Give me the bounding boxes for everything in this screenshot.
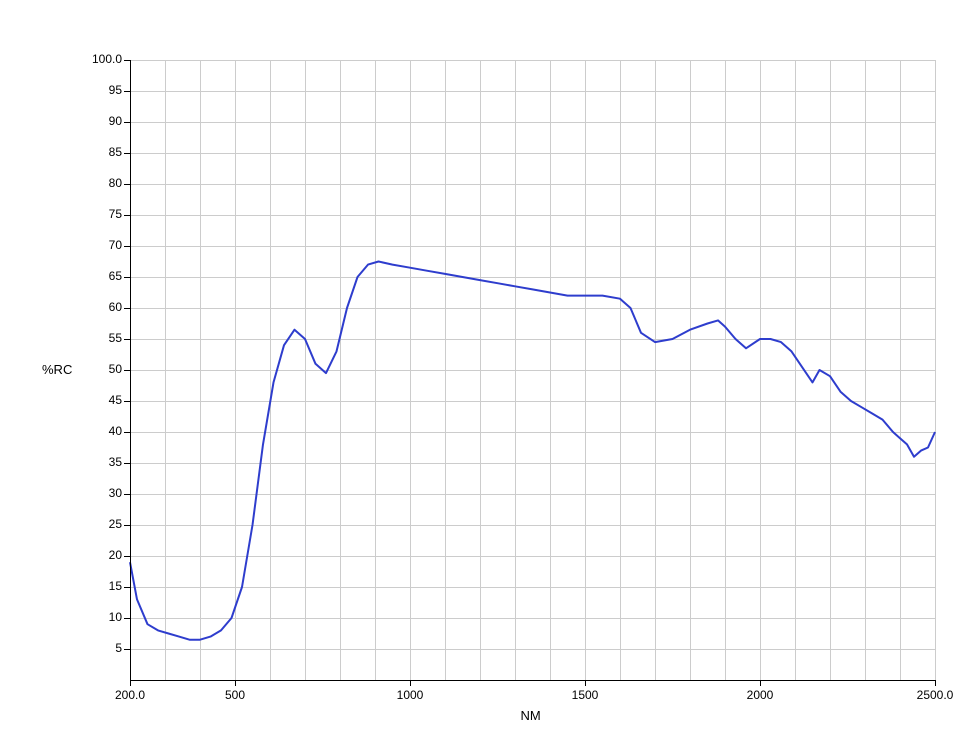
x-tick	[935, 680, 936, 686]
x-axis-line	[130, 680, 935, 681]
y-tick-label: 85	[82, 145, 122, 159]
x-tick-label: 2000	[730, 688, 790, 702]
y-tick-label: 55	[82, 331, 122, 345]
y-tick-label: 60	[82, 300, 122, 314]
x-tick-label: 1500	[555, 688, 615, 702]
x-tick-label: 1000	[380, 688, 440, 702]
spectrum-chart: %RC NM 200.0 500 1000 1500 2000 2500.0 5 10 15 20…	[0, 0, 973, 745]
y-tick-label: 15	[82, 579, 122, 593]
y-tick-label: 20	[82, 548, 122, 562]
x-tick-label: 2500.0	[905, 688, 965, 702]
y-tick-label: 70	[82, 238, 122, 252]
y-tick-label: 25	[82, 517, 122, 531]
y-tick-label: 65	[82, 269, 122, 283]
grid-line-vertical	[935, 60, 936, 680]
y-axis-line	[130, 60, 131, 680]
x-tick-label: 500	[205, 688, 265, 702]
x-axis-label: NM	[521, 708, 541, 723]
y-tick-label: 75	[82, 207, 122, 221]
y-tick-label: 50	[82, 362, 122, 376]
data-series-line	[130, 60, 935, 680]
y-axis-label: %RC	[42, 362, 72, 377]
y-tick-label: 35	[82, 455, 122, 469]
plot-area	[130, 60, 935, 680]
y-tick-label: 40	[82, 424, 122, 438]
y-tick-label: 10	[82, 610, 122, 624]
y-tick-label: 90	[82, 114, 122, 128]
y-tick-label: 80	[82, 176, 122, 190]
y-tick-label: 5	[82, 641, 122, 655]
y-tick-label: 100.0	[82, 52, 122, 66]
x-tick-label: 200.0	[100, 688, 160, 702]
y-tick-label: 95	[82, 83, 122, 97]
spectrum-trace	[130, 262, 935, 640]
y-tick-label: 30	[82, 486, 122, 500]
y-tick-label: 45	[82, 393, 122, 407]
